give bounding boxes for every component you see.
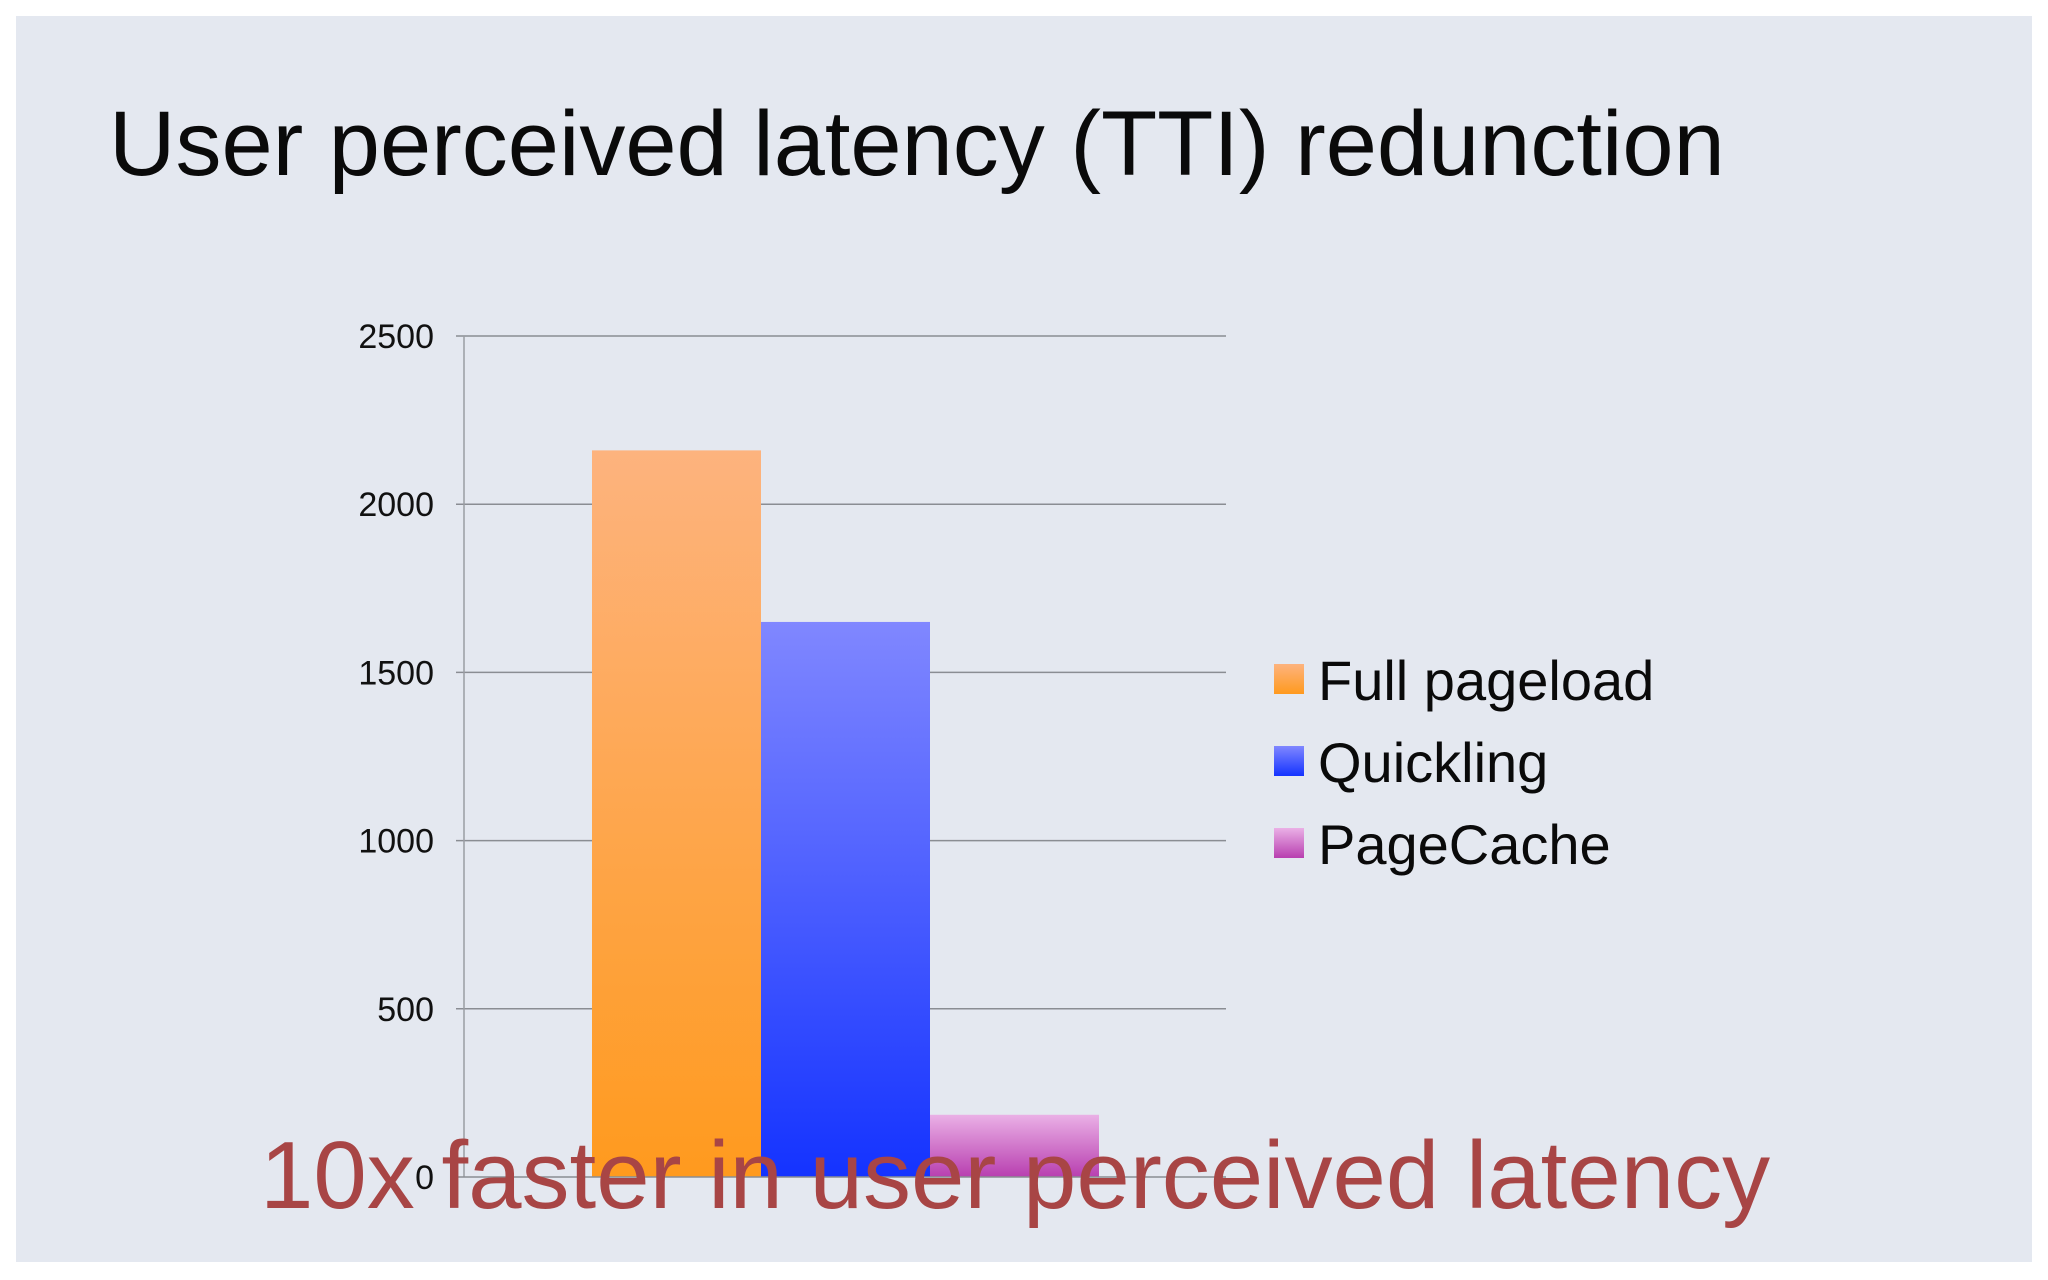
legend-swatch [1274,664,1304,694]
y-tick-label: 2000 [358,486,434,524]
y-tick-label: 0 [415,1159,434,1197]
slide-title: User perceived latency (TTI) redunction [109,93,1725,195]
bars [592,450,1099,1178]
legend-swatch [1274,828,1304,858]
y-tick-label: 1000 [358,823,434,861]
y-tick-label: 1500 [358,654,434,692]
bar-quickling [761,621,930,1177]
bar-pagecache [930,1114,1099,1177]
callout-text: 10x faster in user perceived latency [260,1122,1771,1229]
y-tick-label: 2500 [358,318,434,356]
legend-label: Full pageload [1318,649,1654,712]
slide-background [16,16,2032,1262]
bar-full-pageload [592,450,761,1178]
legend-swatch [1274,746,1304,776]
legend-label: PageCache [1318,813,1611,876]
legend: Full pageload Quickling PageCache [1274,649,1654,876]
y-tick-label: 500 [377,991,434,1029]
y-axis: 0 500 1000 1500 2000 2500 [358,318,1226,1197]
legend-label: Quickling [1318,731,1548,794]
